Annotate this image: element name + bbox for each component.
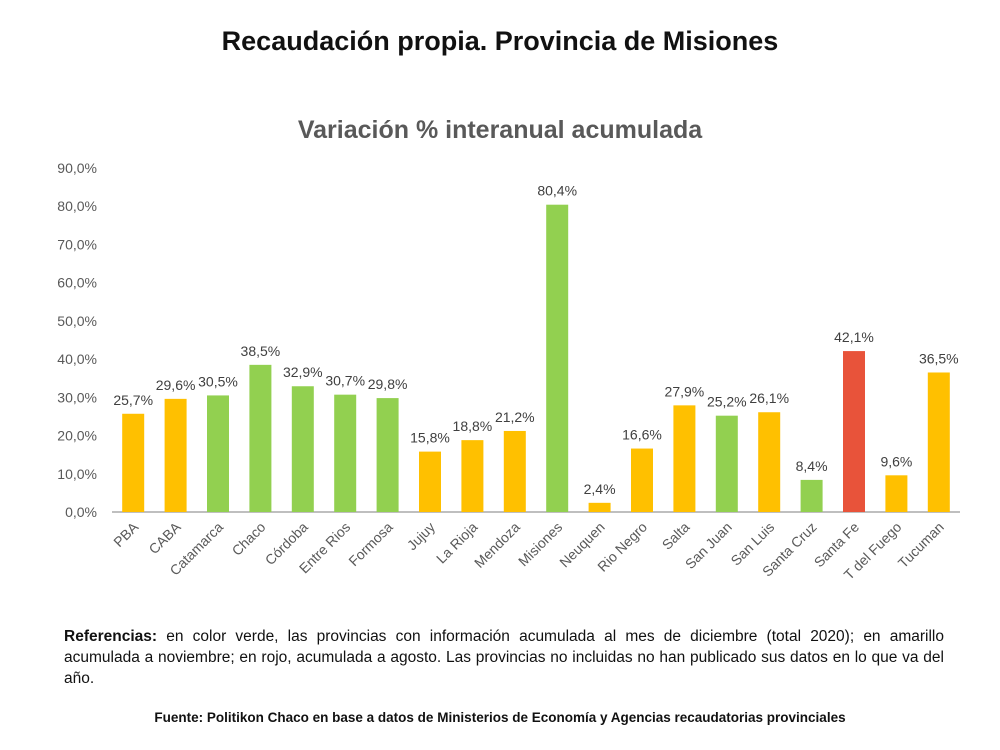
data-label: 18,8%	[453, 418, 493, 434]
data-label: 9,6%	[880, 453, 912, 469]
chart-title: Variación % interanual acumulada	[297, 116, 703, 144]
data-label: 25,2%	[707, 394, 747, 410]
data-label: 26,1%	[749, 390, 789, 406]
y-tick-label: 90,0%	[57, 160, 97, 176]
x-tick-label: Tucuman	[895, 519, 947, 571]
x-tick-label: CABA	[145, 518, 184, 557]
references-text: en color verde, las provincias con infor…	[64, 628, 944, 687]
data-label: 15,8%	[410, 430, 450, 446]
y-tick-label: 0,0%	[65, 504, 97, 520]
bar-chart: 0,0% 10,0% 20,0% 30,0% 40,0% 50,0% 60,0% 70,0% 8…	[57, 160, 960, 583]
data-label: 42,1%	[834, 329, 874, 345]
y-tick-label: 40,0%	[57, 351, 97, 367]
y-tick-label: 20,0%	[57, 428, 97, 444]
x-tick-label: Chaco	[229, 519, 269, 559]
bar-jujuy	[419, 451, 441, 512]
y-tick-label: 10,0%	[57, 466, 97, 482]
data-label: 21,2%	[495, 409, 535, 425]
bar-tucuman	[927, 372, 950, 512]
bar-la-rioja	[461, 440, 484, 512]
data-label: 16,6%	[622, 427, 662, 443]
references-label: Referencias:	[64, 628, 158, 645]
x-tick-label: Formosa	[345, 519, 396, 570]
x-tick-label: Jujuy	[404, 519, 438, 553]
x-tick-label: Mendoza	[471, 519, 523, 571]
bar-salta	[673, 405, 696, 512]
page-title: Recaudación propia. Provincia de Misione…	[221, 26, 779, 56]
data-label: 8,4%	[796, 458, 828, 474]
bar-caba	[164, 398, 187, 512]
bar-córdoba	[291, 386, 314, 512]
bar-santa-cruz	[800, 479, 823, 512]
data-label: 30,5%	[198, 373, 238, 389]
data-label: 29,6%	[156, 377, 196, 393]
y-tick-label: 60,0%	[57, 275, 97, 291]
bar-rio-negro	[631, 448, 653, 512]
bar-misiones	[546, 204, 569, 512]
source-note: Fuente: Politikon Chaco en base a datos …	[154, 710, 846, 725]
data-label: 30,7%	[325, 373, 365, 389]
bar-formosa	[376, 398, 399, 512]
bar-pba	[122, 413, 145, 512]
x-tick-label: PBA	[110, 518, 142, 550]
data-label: 2,4%	[584, 481, 616, 497]
bar-t-del-fuego	[885, 475, 908, 512]
data-label: 80,4%	[537, 183, 577, 199]
bar-neuquen	[588, 502, 611, 512]
data-label: 29,8%	[368, 376, 408, 392]
data-label: 25,7%	[113, 392, 153, 408]
bar-chaco	[249, 364, 272, 512]
bar-san-juan	[715, 415, 738, 512]
data-label: 32,9%	[283, 364, 323, 380]
bar-entre-rios	[334, 394, 357, 512]
data-label: 27,9%	[665, 383, 705, 399]
y-tick-label: 70,0%	[57, 236, 97, 252]
bar-catamarca	[207, 395, 229, 512]
bar-san-luis	[758, 412, 781, 512]
y-tick-label: 30,0%	[57, 389, 97, 405]
y-tick-label: 80,0%	[57, 198, 97, 214]
bar-mendoza	[503, 430, 526, 512]
references-note: Referencias: en color verde, las provinc…	[64, 626, 944, 689]
x-tick-label: San Juan	[682, 519, 735, 572]
data-label: 36,5%	[919, 350, 959, 366]
x-tick-label: Salta	[659, 519, 693, 553]
data-label: 38,5%	[241, 343, 281, 359]
bar-santa-fe	[843, 351, 865, 512]
y-tick-label: 50,0%	[57, 313, 97, 329]
